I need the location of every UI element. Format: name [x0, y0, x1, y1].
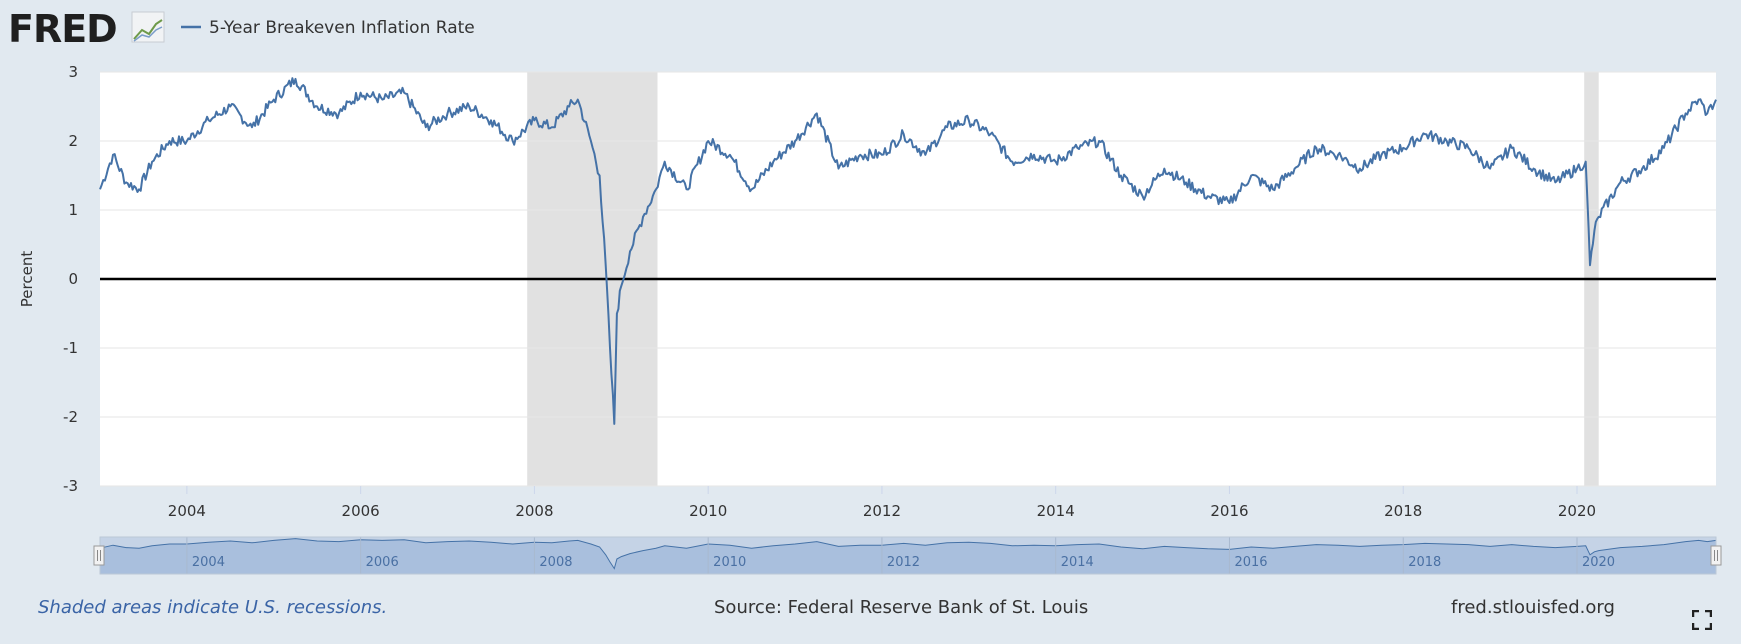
navigator-tick-label: 2004 [192, 555, 225, 570]
x-tick-label: 2018 [1384, 502, 1422, 520]
navigator-tick-label: 2010 [713, 555, 746, 570]
x-tick-label: 2020 [1558, 502, 1596, 520]
y-tick-label: -3 [63, 477, 78, 495]
navigator-tick-label: 2014 [1061, 555, 1094, 570]
navigator-tick-label: 2012 [887, 555, 920, 570]
navigator-right-handle[interactable] [1710, 545, 1722, 566]
site-link[interactable]: fred.stlouisfed.org [1451, 597, 1615, 618]
x-tick-label: 2004 [168, 502, 206, 520]
recession-note: Shaded areas indicate U.S. recessions. [38, 597, 388, 618]
navigator-tick-label: 2018 [1408, 555, 1441, 570]
series-line[interactable] [99, 77, 1717, 425]
x-tick-label: 2014 [1037, 502, 1075, 520]
y-tick-label: -2 [63, 408, 78, 426]
x-tick-label: 2006 [342, 502, 380, 520]
y-axis-ticks: 3 2 1 0 -1 -2 -3 [63, 63, 78, 495]
x-tick-label: 2010 [689, 502, 727, 520]
navigator-left-handle[interactable] [93, 545, 105, 566]
y-tick-label: 1 [68, 201, 78, 219]
source-text: Source: Federal Reserve Bank of St. Loui… [714, 597, 1089, 618]
navigator-tick-label: 2008 [539, 555, 572, 570]
navigator-ticks: 2004 2006 2008 2010 2012 2014 2016 2018 2020 [186, 537, 1615, 574]
x-tick-label: 2008 [515, 502, 553, 520]
fred-logo-graph-icon [131, 11, 165, 43]
navigator-tick-label: 2006 [366, 555, 399, 570]
y-tick-label: 0 [68, 270, 78, 288]
navigator-tick-label: 2016 [1234, 555, 1267, 570]
navigator-tick-label: 2020 [1582, 555, 1615, 570]
y-tick-label: -1 [63, 339, 78, 357]
y-tick-label: 3 [68, 63, 78, 81]
fullscreen-icon[interactable] [1692, 610, 1712, 630]
fred-logo-text: FRED [8, 7, 117, 51]
navigator-line [99, 538, 1717, 570]
fred-logo[interactable]: FRED [8, 7, 165, 51]
navigator-area [100, 538, 1716, 574]
x-tick-label: 2012 [863, 502, 901, 520]
x-tick-label: 2016 [1210, 502, 1248, 520]
y-axis-label: Percent [18, 251, 36, 308]
series-title[interactable]: 5-Year Breakeven Inflation Rate [209, 18, 475, 38]
y-tick-label: 2 [68, 132, 78, 150]
x-axis-ticks: 2004 2006 2008 2010 2012 2014 2016 2018 2020 [168, 486, 1596, 520]
